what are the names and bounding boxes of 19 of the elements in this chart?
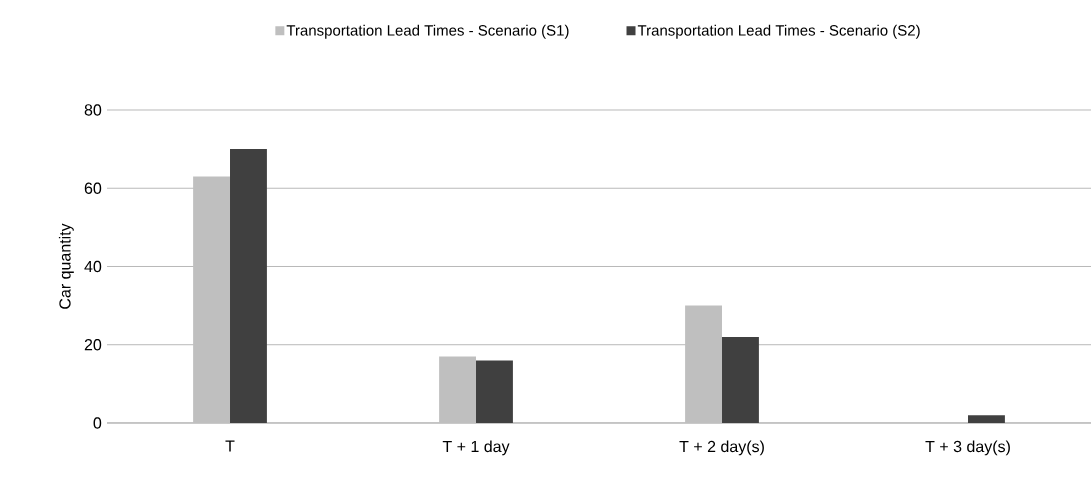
legend-label: Transportation Lead Times - Scenario (S2) — [637, 24, 920, 39]
y-tick-label: 0 — [93, 417, 102, 429]
bar — [439, 356, 477, 423]
x-tick-label: T — [225, 440, 235, 452]
y-tick-label: 60 — [84, 182, 102, 194]
y-tick-label: 20 — [84, 339, 102, 351]
bar — [722, 336, 759, 423]
y-axis-title: Car quantity — [58, 223, 74, 309]
bar — [193, 176, 231, 423]
bar — [476, 360, 513, 423]
x-tick-label: T + 2 day(s) — [679, 440, 764, 456]
bar — [685, 305, 723, 423]
y-tick-label: 80 — [84, 104, 102, 116]
x-tick-label: T + 3 day(s) — [925, 440, 1010, 456]
bar — [230, 149, 267, 423]
x-tick-label: T + 1 day — [442, 440, 510, 456]
legend-label: Transportation Lead Times - Scenario (S1) — [286, 24, 569, 39]
y-tick-label: 40 — [84, 260, 102, 273]
bar — [968, 415, 1005, 423]
